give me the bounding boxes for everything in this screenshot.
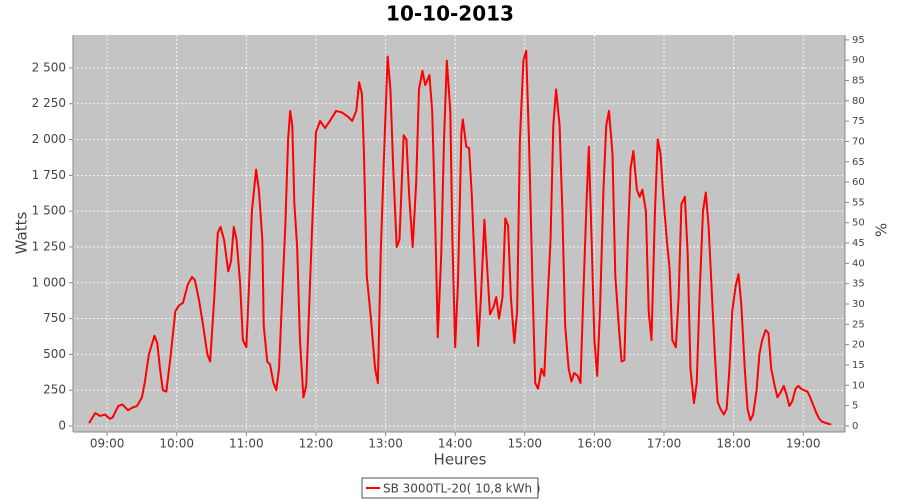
y2-tick-label: 65 [852,157,865,168]
x-tick-label: 18:00 [716,437,751,451]
y2-tick-label: 20 [852,340,865,351]
y-tick-label: 0 [58,418,66,432]
y-tick-label: 750 [43,311,66,325]
y2-tick-label: 80 [852,96,865,107]
y2-tick-label: 85 [852,76,865,87]
data-line [88,49,832,426]
y-tick-label: 2 000 [32,132,66,146]
legend [361,477,539,499]
legend-label: SB 3000TL-20( 10,8 kWh ) [383,482,541,496]
y2-tick-label: 55 [852,197,865,208]
y2-tick-label: 45 [852,238,865,249]
y2-tick-label: 70 [852,136,865,147]
y2-tick-label: 5 [852,401,858,412]
chart-title: 10-10-2013 [386,2,514,26]
y2-tick-label: 30 [852,299,865,310]
x-tick-label: 13:00 [368,437,403,451]
x-tick-label: 11:00 [229,437,264,451]
x-tick-label: 14:00 [438,437,473,451]
y2-tick-label: 90 [852,55,865,66]
y2-tick-label: 60 [852,177,865,188]
y2-tick-label: 40 [852,258,865,269]
x-tick-label: 15:00 [507,437,542,451]
y-tick-label: 500 [43,347,66,361]
x-tick-label: 12:00 [299,437,334,451]
x-tick-label: 10:00 [159,437,194,451]
y2-tick-label: 10 [852,380,865,391]
x-tick-label: 19:00 [786,437,821,451]
x-tick-label: 17:00 [647,437,682,451]
y2-tick-label: 25 [852,319,865,330]
y-tick-label: 1 000 [32,275,66,289]
y2-tick-label: 95 [852,35,865,46]
y-tick-label: 2 500 [32,60,66,74]
y-axis-label: Watts [13,212,31,255]
x-tick-label: 16:00 [577,437,612,451]
y2-tick-label: 75 [852,116,865,127]
x-tick-label: 09:00 [90,437,125,451]
x-axis-label: Heures [434,451,487,469]
y2-axis-label: % [873,223,891,237]
y2-tick-label: 35 [852,279,865,290]
y2-tick-label: 15 [852,360,865,371]
y2-tick-label: 0 [852,421,858,432]
y-tick-label: 1 500 [32,204,66,218]
y-tick-label: 250 [43,383,66,397]
y-tick-label: 1 750 [32,168,66,182]
y-tick-label: 2 250 [32,96,66,110]
y-tick-label: 1 250 [32,239,66,253]
y2-tick-label: 50 [852,218,865,229]
